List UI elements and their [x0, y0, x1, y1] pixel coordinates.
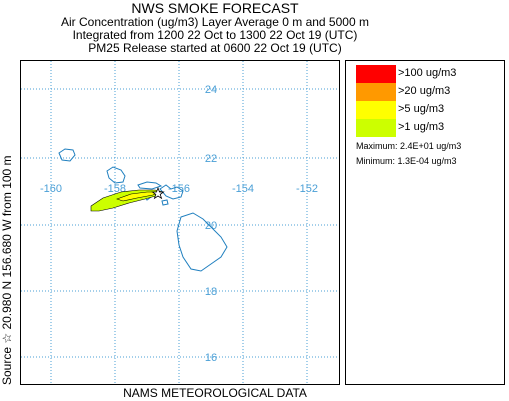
legend-label-20: >20 ug/m3	[398, 85, 451, 97]
longitude-label: -154	[232, 183, 254, 195]
smoke-plume	[90, 189, 164, 212]
island-hawaii	[176, 212, 228, 272]
island-maui	[159, 184, 184, 200]
legend-swatch-orange	[356, 83, 396, 101]
island-kahoolawe	[161, 199, 169, 206]
legend-label-100: >100 ug/m3	[398, 67, 457, 79]
subtitle-concentration: Air Concentration (ug/m3) Layer Average …	[61, 15, 369, 29]
legend-swatch-yellow	[356, 101, 396, 119]
coastlines	[58, 148, 228, 272]
longitude-label: -160	[40, 183, 62, 195]
legend-maximum: Maximum: 2.4E+01 ug/m3	[356, 141, 462, 151]
legend-swatch-red	[356, 65, 396, 83]
subtitle-integration: Integrated from 1200 22 Oct to 1300 22 O…	[72, 28, 358, 42]
legend-swatch-lime	[356, 119, 396, 137]
graticule	[21, 61, 339, 384]
longitude-label: -152	[296, 183, 318, 195]
source-star-icon	[151, 186, 165, 200]
legend-label-1: >1 ug/m3	[398, 121, 445, 133]
latitude-label: 24	[205, 84, 217, 96]
island-oahu	[106, 166, 126, 184]
legend-panel: >100 ug/m3 >20 ug/m3 >5 ug/m3 >1 ug/m3 M…	[345, 60, 505, 385]
legend-minimum: Minimum: 1.3E-04 ug/m3	[356, 156, 457, 166]
latitude-label: 20	[205, 220, 217, 232]
longitude-label: -156	[168, 183, 190, 195]
source-location-label: Source ☆ 20.980 N 156.680 W from 100 m	[0, 155, 14, 385]
latitude-label: 16	[205, 352, 217, 364]
data-source-label: NAMS METEOROLOGICAL DATA	[123, 386, 307, 400]
map-panel: -160 -158 -156 -154 -152 24 22 20 18 16	[20, 60, 340, 385]
map-title: NWS SMOKE FORECAST	[131, 0, 299, 16]
island-kauai	[58, 148, 76, 162]
subtitle-release: PM25 Release started at 0600 22 Oct 19 (…	[88, 41, 342, 55]
legend-label-5: >5 ug/m3	[398, 103, 445, 115]
island-molokai	[137, 181, 163, 190]
latitude-label: 22	[205, 153, 217, 165]
latitude-label: 18	[205, 286, 217, 298]
